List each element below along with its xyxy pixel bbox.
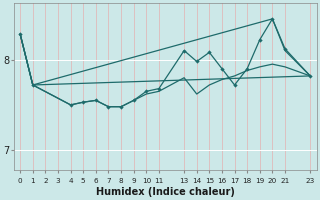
X-axis label: Humidex (Indice chaleur): Humidex (Indice chaleur) <box>96 187 235 197</box>
